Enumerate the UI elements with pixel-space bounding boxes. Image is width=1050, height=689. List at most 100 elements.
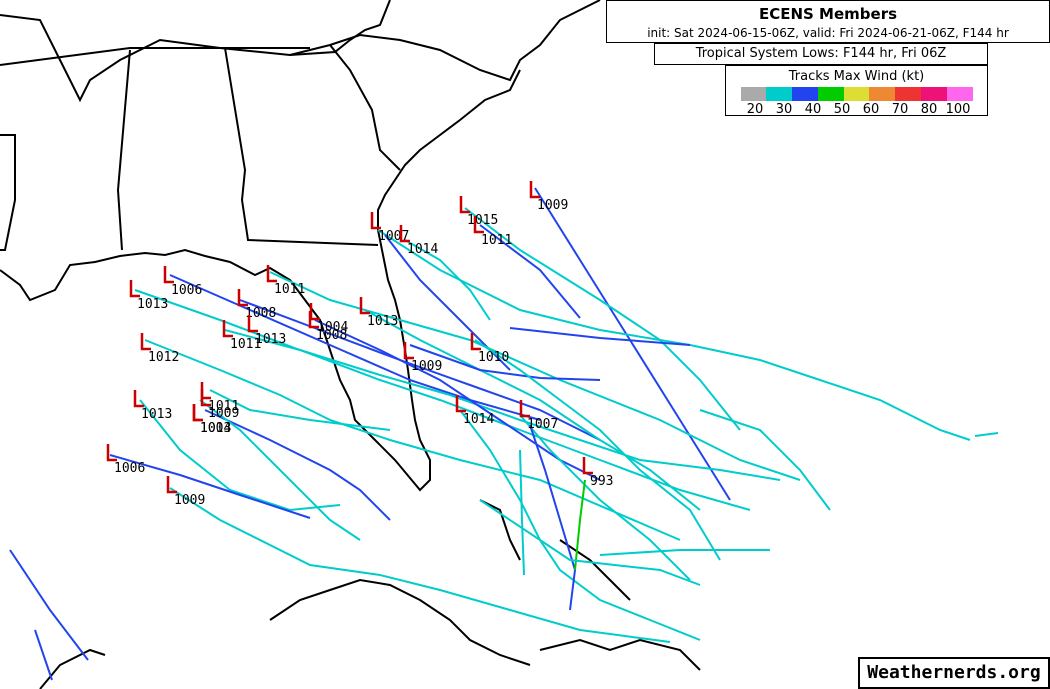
legend-swatch (920, 87, 947, 101)
low-marker: 1014 (399, 225, 438, 257)
low-pressure-label: 993 (590, 474, 613, 489)
legend-swatch (740, 87, 767, 101)
low-symbol (163, 266, 174, 284)
low-marker: 1011 (473, 216, 512, 248)
low-marker: 1007 (519, 400, 558, 432)
low-marker: 1013 (133, 390, 172, 422)
low-marker: 1003 (192, 404, 231, 436)
credit-badge: Weathernerds.org (858, 657, 1050, 689)
low-pressure-label: 1009 (411, 359, 442, 374)
low-symbol (370, 212, 381, 230)
low-pressure-label: 1011 (230, 337, 261, 352)
legend-swatch (766, 87, 793, 101)
low-marker: 1008 (308, 311, 347, 343)
low-marker: 1011 (222, 320, 261, 352)
low-pressure-label: 1013 (255, 332, 286, 347)
legend-label: 60 (862, 102, 880, 117)
low-symbol (470, 333, 481, 351)
low-pressure-label: 1007 (527, 417, 558, 432)
low-marker: 1014 (455, 395, 494, 427)
subtitle: Tropical System Lows: F144 hr, Fri 06Z (695, 46, 947, 61)
low-symbol (192, 404, 203, 422)
subtitle-panel: Tropical System Lows: F144 hr, Fri 06Z (654, 43, 988, 65)
low-marker: 993 (582, 457, 613, 489)
low-symbol (129, 280, 140, 298)
state-borders (0, 0, 401, 251)
init-valid-line: init: Sat 2024-06-15-06Z, valid: Fri 202… (647, 26, 1009, 40)
low-pressure-label: 1006 (114, 461, 145, 476)
low-symbol (519, 400, 530, 418)
low-symbol (455, 395, 466, 413)
low-pressure-label: 1009 (208, 406, 239, 421)
low-marker: 1008 (237, 289, 276, 321)
low-marker: 1006 (163, 266, 202, 298)
legend-label: 50 (833, 102, 851, 117)
low-pressure-label: 1009 (537, 198, 568, 213)
legend-labels: 20 30 40 50 60 70 80 100 (726, 102, 987, 117)
legend-swatch (946, 87, 973, 101)
low-pressure-label: 1011 (481, 233, 512, 248)
legend-swatch (895, 87, 921, 101)
low-symbol (140, 333, 151, 351)
low-pressure-label: 1008 (245, 306, 276, 321)
low-symbol (200, 389, 211, 407)
legend-title: Tracks Max Wind (kt) (788, 69, 925, 84)
low-symbol (399, 225, 410, 243)
low-symbol (459, 196, 470, 214)
low-pressure-label: 1013 (141, 407, 172, 422)
low-symbol (106, 444, 117, 462)
legend-label: 70 (891, 102, 909, 117)
low-pressure-label: 1013 (367, 314, 398, 329)
low-symbol (359, 297, 370, 315)
low-marker: 1006 (106, 444, 145, 476)
title-panel: ECENS Members init: Sat 2024-06-15-06Z, … (606, 0, 1050, 43)
coastlines (0, 0, 701, 689)
low-marker: 1013 (359, 297, 398, 329)
low-pressure-label: 1006 (171, 283, 202, 298)
low-symbol (222, 320, 233, 338)
legend-color-bar (740, 87, 973, 101)
low-pressure-label: 1011 (274, 282, 305, 297)
legend-panel: Tracks Max Wind (kt) 20 30 40 50 60 70 80 100 (725, 65, 988, 117)
low-marker: 1013 (129, 280, 168, 312)
legend-label: 30 (775, 102, 793, 117)
low-symbol (308, 311, 319, 329)
low-symbol (266, 265, 277, 283)
legend-label: 40 (804, 102, 822, 117)
map-title: ECENS Members (758, 5, 898, 23)
legend-swatch (792, 87, 818, 101)
low-pressure-label: 1004 (317, 320, 348, 335)
low-pressure-label: 1012 (148, 350, 179, 365)
low-marker: 1009 (529, 181, 568, 213)
low-symbol (200, 382, 211, 400)
low-symbol (192, 404, 203, 422)
low-symbol (403, 342, 414, 360)
low-symbol (166, 476, 177, 494)
low-pressure-label: 1010 (478, 350, 509, 365)
low-marker: 1011 (266, 265, 305, 297)
low-marker: 1015 (459, 196, 498, 228)
legend-swatch (869, 87, 896, 101)
low-pressure-label: 1014 (200, 421, 231, 436)
low-symbol (237, 289, 248, 307)
low-pressure-label: 1011 (208, 399, 239, 414)
low-marker: 1013 (247, 315, 286, 347)
low-pressure-label: 1013 (137, 297, 168, 312)
legend-swatch (817, 87, 844, 101)
legend-label: 20 (746, 102, 764, 117)
low-marker: 1010 (470, 333, 509, 365)
low-marker: 1009 (166, 476, 205, 508)
low-symbol (247, 315, 258, 333)
low-marker: 1012 (140, 333, 179, 365)
low-symbol (582, 457, 593, 475)
low-symbol (529, 181, 540, 199)
low-symbol (473, 216, 484, 234)
ensemble-tracks (9, 187, 999, 681)
low-marker: 1009 (403, 342, 442, 374)
legend-label: 80 (920, 102, 938, 117)
legend-swatch (843, 87, 870, 101)
low-pressure-label: 1009 (174, 493, 205, 508)
low-pressure-label: 1015 (467, 213, 498, 228)
